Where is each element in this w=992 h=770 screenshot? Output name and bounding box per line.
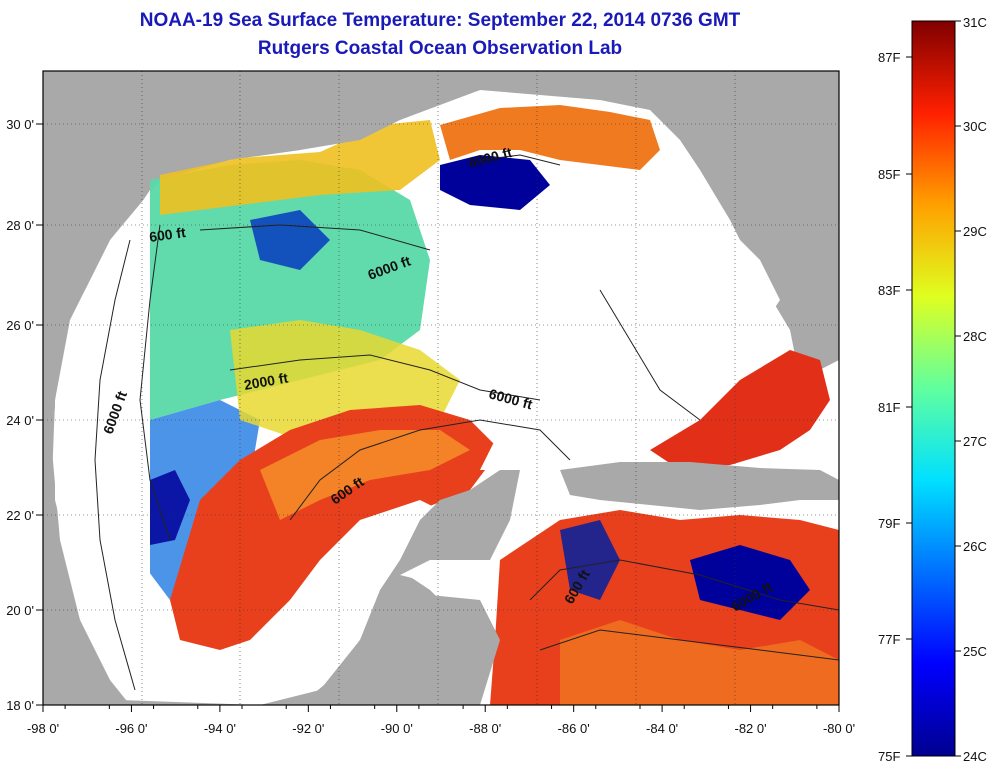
colorbar-celsius-labels: 31C 30C 29C 28C 27C 26C 25C 24C [955, 15, 987, 764]
colorbar-f-label: 75F [878, 749, 900, 764]
colorbar-c-label: 26C [963, 539, 987, 554]
lat-tick-label: 26 0' [6, 318, 34, 333]
lat-tick-label: 24 0' [6, 413, 34, 428]
land-cuba [560, 462, 839, 510]
sst-blue-field [130, 400, 260, 600]
cloud-west-shelf [52, 190, 150, 690]
sst-blue-speckle-1 [150, 470, 190, 545]
sst-blue-speckle-2 [250, 210, 330, 270]
lat-tick-label: 20 0' [6, 603, 34, 618]
lat-tick-label: 22 0' [6, 508, 34, 523]
lon-tick-label: -80 0' [823, 721, 855, 736]
colorbar-c-label: 24C [963, 749, 987, 764]
map-title: NOAA-19 Sea Surface Temperature: Septemb… [139, 10, 741, 31]
colorbar [911, 20, 956, 757]
lon-tick-label: -88 0' [469, 721, 501, 736]
colorbar-f-label: 85F [878, 167, 900, 182]
lon-tick-label: -84 0' [646, 721, 678, 736]
plot-frame [42, 70, 840, 706]
sst-cold-patch-north [440, 155, 550, 210]
map-subtitle: Rutgers Coastal Ocean Observation Lab [257, 38, 623, 59]
sst-orange-panhandle [440, 105, 660, 170]
grid-lines [43, 71, 839, 705]
colorbar-f-label: 79F [878, 516, 900, 531]
sst-orange-southwest [260, 430, 470, 520]
land-mexico [43, 172, 150, 705]
lon-tick-label: -82 0' [734, 721, 766, 736]
colorbar-c-label: 27C [963, 434, 987, 449]
contour-label-3: 2000 ft [243, 369, 290, 393]
land-florida [660, 71, 839, 345]
land-us-coast [43, 71, 660, 172]
colorbar-c-label: 29C [963, 224, 987, 239]
land-yucatan [300, 470, 520, 705]
sst-orange-caribbean [560, 620, 839, 705]
contour-label-1: 600 ft [148, 224, 187, 245]
cloud-east [600, 170, 780, 340]
longitude-axis: -98 0' -96 0' -94 0' -92 0' -90 0' -88 0' -86 … [27, 705, 855, 736]
lat-tick-label: 18 0' [6, 698, 34, 713]
lat-tick-label: 28 0' [6, 218, 34, 233]
lat-tick-label: 30 0' [6, 117, 34, 132]
colorbar-f-label: 83F [878, 283, 900, 298]
lon-tick-label: -96 0' [115, 721, 147, 736]
lon-tick-label: -98 0' [27, 721, 59, 736]
latitude-axis: 30 0' 28 0' 26 0' 24 0' 22 0' 20 0' 18 0' [6, 117, 43, 713]
lon-tick-label: -94 0' [204, 721, 236, 736]
colorbar-c-label: 25C [963, 644, 987, 659]
sst-blue-caribbean-east [690, 545, 810, 620]
colorbar-f-label: 81F [878, 400, 900, 415]
colorbar-c-label: 31C [963, 15, 987, 30]
lon-tick-label: -92 0' [292, 721, 324, 736]
cloud-central [440, 250, 680, 470]
sst-yellow-north [160, 120, 440, 215]
sst-red-florida-keys [650, 350, 830, 470]
lon-tick-label: -90 0' [381, 721, 413, 736]
colorbar-fahrenheit-labels: 87F 85F 83F 81F 79F 77F 75F [878, 50, 912, 764]
lon-tick-label: -86 0' [558, 721, 590, 736]
colorbar-f-label: 77F [878, 632, 900, 647]
colorbar-f-label: 87F [878, 50, 900, 65]
sst-blue-caribbean-west [560, 520, 620, 600]
colorbar-c-label: 28C [963, 329, 987, 344]
colorbar-c-label: 30C [963, 119, 987, 134]
